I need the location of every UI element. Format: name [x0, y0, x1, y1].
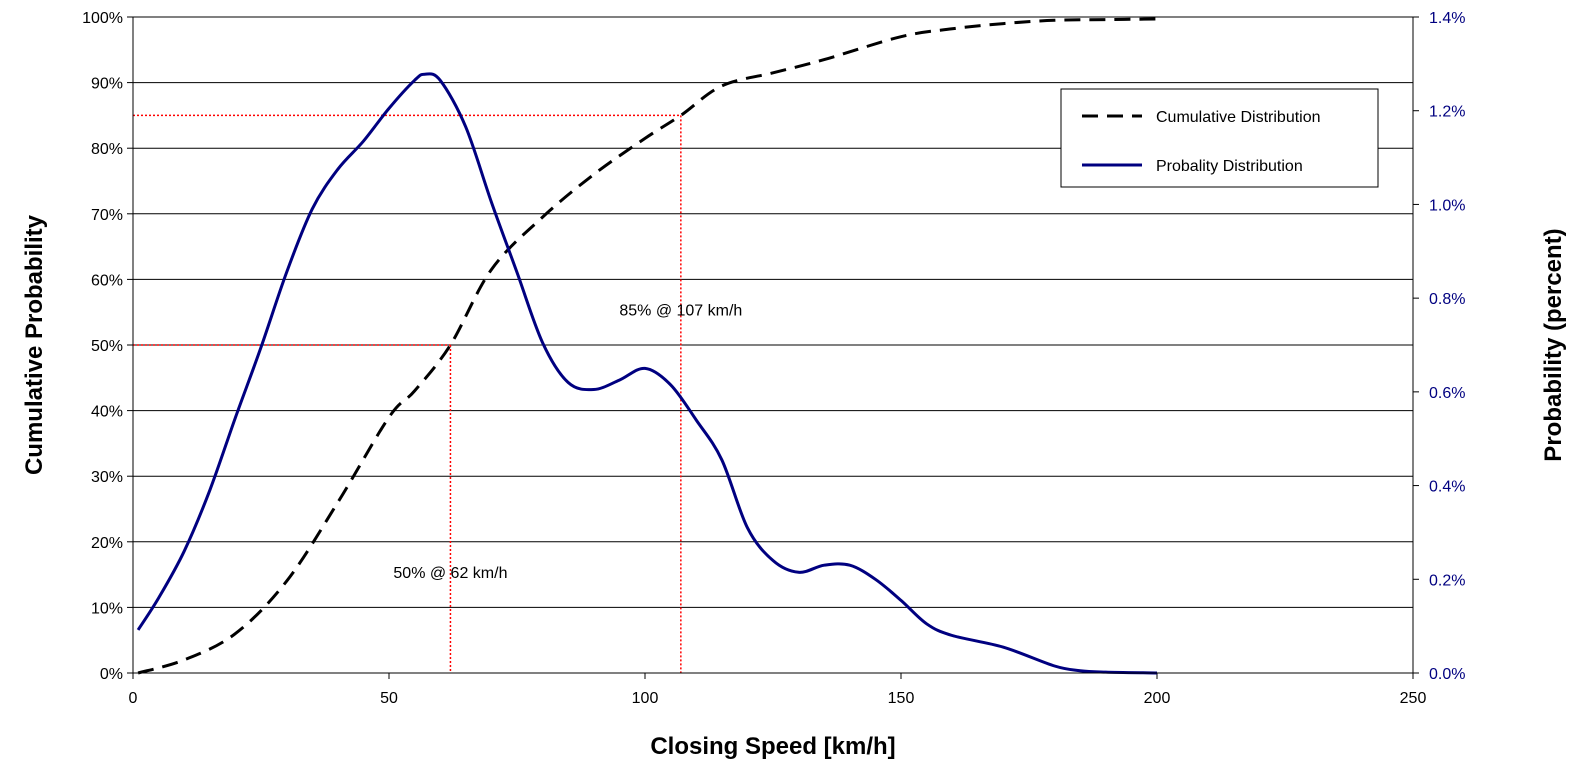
x-tick-label: 50 [380, 690, 398, 707]
y2-tick-label: 0.2% [1429, 572, 1465, 589]
y2-tick-label: 0.0% [1429, 666, 1465, 683]
y-tick-label: 10% [91, 600, 123, 617]
y-tick-label: 40% [91, 404, 123, 421]
x-axis-title: Closing Speed [km/h] [650, 733, 895, 760]
y2-tick-label: 0.8% [1429, 291, 1465, 308]
cumulative-distribution-line [137, 17, 1158, 675]
probability-distribution-line [136, 72, 1158, 675]
x-tick-label: 150 [888, 690, 915, 707]
y-axis-left: 0% 10% 20% 30% 40% 50% 60% 70% 80% 90% 100% [82, 10, 133, 683]
legend-label: Cumulative Distribution [1156, 109, 1321, 126]
reference-lines: 50% @ 62 km/h 85% @ 107 km/h [133, 114, 742, 673]
y-tick-label: 0% [100, 666, 123, 683]
series-lines [136, 17, 1158, 675]
y-tick-label: 30% [91, 469, 123, 486]
y-tick-label: 60% [91, 272, 123, 289]
legend-box [1060, 88, 1379, 188]
y-tick-label: 50% [91, 338, 123, 355]
x-axis: 0 50 100 150 200 250 [129, 673, 1427, 707]
y-tick-label: 100% [82, 10, 123, 27]
x-tick-label: 0 [129, 690, 138, 707]
x-tick-label: 100 [632, 690, 659, 707]
y-tick-label: 80% [91, 141, 123, 158]
y-axis-title-left: Cumulative Probability [21, 214, 48, 475]
y-tick-label: 20% [91, 535, 123, 552]
y2-tick-label: 1.0% [1429, 197, 1465, 214]
y2-tick-label: 1.4% [1429, 10, 1465, 27]
y-tick-label: 70% [91, 207, 123, 224]
y-tick-label: 90% [91, 76, 123, 93]
y2-tick-label: 0.6% [1429, 385, 1465, 402]
y2-tick-label: 0.4% [1429, 479, 1465, 496]
x-tick-label: 200 [1144, 690, 1171, 707]
annotation-label: 50% @ 62 km/h [393, 565, 507, 582]
y2-tick-label: 1.2% [1429, 104, 1465, 121]
y-axis-title-right: Probability (percent) [1540, 228, 1567, 461]
legend-label: Probality Distribution [1156, 158, 1303, 175]
legend: Cumulative Distribution Probality Distrib… [1060, 88, 1379, 188]
annotation-label: 85% @ 107 km/h [619, 302, 742, 319]
y-axis-right: 0.0% 0.2% 0.4% 0.6% 0.8% 1.0% 1.2% 1.4% [1413, 10, 1465, 683]
x-tick-label: 250 [1400, 690, 1427, 707]
plot-frame [132, 16, 1414, 674]
